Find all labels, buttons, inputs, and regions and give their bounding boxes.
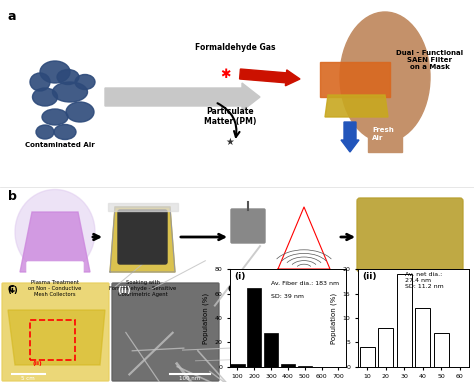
Bar [264, 333, 278, 367]
Text: (ii): (ii) [33, 361, 43, 366]
Text: Av. net dia.:
27.4 nm
SD: 11.2 nm: Av. net dia.: 27.4 nm SD: 11.2 nm [405, 272, 443, 289]
FancyBboxPatch shape [118, 210, 167, 264]
Ellipse shape [66, 102, 94, 122]
Bar [434, 333, 449, 367]
Bar [30, 320, 75, 360]
Bar [298, 366, 312, 367]
Bar [247, 288, 262, 367]
FancyBboxPatch shape [2, 283, 109, 381]
Polygon shape [325, 95, 388, 117]
Bar [230, 364, 245, 367]
Bar [378, 328, 393, 367]
FancyBboxPatch shape [357, 198, 463, 272]
Text: Plasma Treatment
on Non - Conductive
Mesh Collectors: Plasma Treatment on Non - Conductive Mes… [28, 280, 82, 296]
FancyBboxPatch shape [27, 262, 83, 276]
FancyArrow shape [341, 122, 359, 152]
Bar [108, 203, 178, 211]
Ellipse shape [340, 12, 430, 142]
Text: SD: 39 nm: SD: 39 nm [271, 294, 303, 299]
Ellipse shape [42, 109, 68, 125]
Text: (ii): (ii) [117, 286, 131, 295]
Y-axis label: Population (%): Population (%) [202, 293, 209, 343]
Ellipse shape [53, 82, 88, 102]
Bar [360, 347, 374, 367]
Text: Particulate
Matter (PM): Particulate Matter (PM) [204, 107, 256, 126]
Ellipse shape [75, 74, 95, 89]
FancyBboxPatch shape [231, 209, 265, 243]
Text: Soaking with
Formaldehyde - Sensitive
Colorimetric Agent: Soaking with Formaldehyde - Sensitive Co… [109, 280, 177, 296]
Polygon shape [110, 207, 175, 272]
Text: Dual - Functional
SAEN Filter
on a Mask: Dual - Functional SAEN Filter on a Mask [396, 50, 464, 70]
Text: Dual - Functional SAEN
Filter on the Mask: Dual - Functional SAEN Filter on the Mas… [380, 280, 440, 291]
FancyBboxPatch shape [112, 283, 219, 381]
Ellipse shape [57, 70, 79, 84]
Text: Direct Electrospinning for
Self - Assembled Electrospun
Nanofiber (SAEN) filter: Direct Electrospinning for Self - Assemb… [241, 280, 319, 296]
Text: 100 nm: 100 nm [179, 376, 201, 381]
Text: (ii): (ii) [362, 272, 377, 281]
Text: ★: ★ [226, 137, 234, 147]
Polygon shape [20, 212, 90, 272]
Text: Formaldehyde Gas: Formaldehyde Gas [195, 43, 275, 52]
Ellipse shape [54, 125, 76, 139]
Bar [397, 274, 412, 367]
Text: b: b [8, 190, 17, 203]
Ellipse shape [15, 189, 95, 275]
Text: Av. Fiber dia.: 183 nm: Av. Fiber dia.: 183 nm [271, 281, 338, 286]
Bar [368, 112, 402, 152]
Y-axis label: Population (%): Population (%) [330, 293, 337, 343]
Text: 5 cm: 5 cm [21, 376, 35, 381]
Text: d: d [228, 282, 237, 295]
Ellipse shape [40, 61, 70, 83]
FancyArrow shape [105, 83, 260, 111]
FancyArrow shape [239, 69, 300, 86]
Text: (i): (i) [235, 272, 246, 281]
Ellipse shape [36, 125, 54, 139]
Text: ✱: ✱ [220, 68, 230, 81]
Bar [281, 364, 295, 367]
Polygon shape [320, 62, 390, 97]
Ellipse shape [30, 73, 50, 91]
Polygon shape [8, 310, 105, 365]
Text: a: a [8, 10, 17, 23]
Text: Fresh
Air: Fresh Air [372, 128, 394, 141]
Ellipse shape [33, 88, 57, 106]
Bar [415, 308, 430, 367]
Text: Contaminated Air: Contaminated Air [25, 142, 95, 148]
Text: (i): (i) [7, 286, 18, 295]
Text: c: c [8, 282, 15, 295]
